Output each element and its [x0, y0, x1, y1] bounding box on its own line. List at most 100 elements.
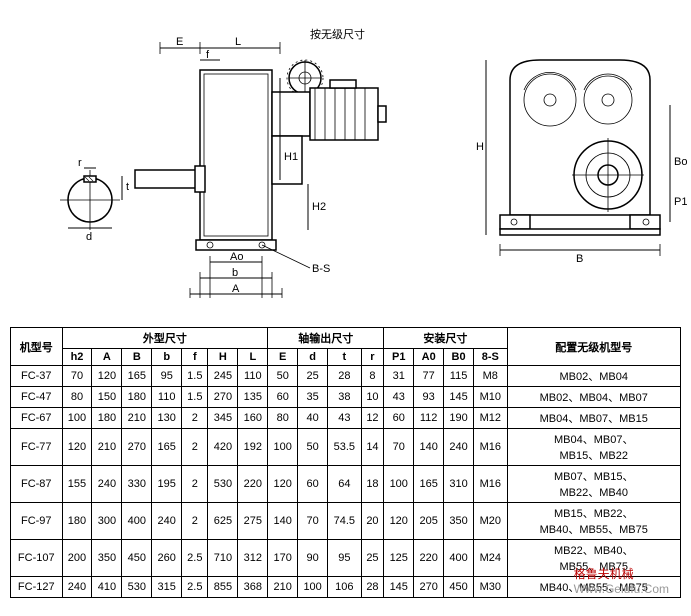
cell-value: 50	[268, 366, 298, 387]
table-header: 机型号 外型尺寸 轴输出尺寸 安装尺寸 配置无级机型号 h2 A B b f H…	[11, 328, 681, 366]
cell-value: 330	[122, 466, 152, 503]
dimensions-table: 机型号 外型尺寸 轴输出尺寸 安装尺寸 配置无级机型号 h2 A B b f H…	[10, 327, 681, 598]
cell-value: 140	[414, 429, 444, 466]
cell-model: FC-77	[11, 429, 63, 466]
cell-value: 135	[238, 387, 268, 408]
cell-value: 180	[122, 387, 152, 408]
dim-b-lower: b	[232, 267, 238, 279]
cell-value: 170	[268, 540, 298, 577]
cell-value: 200	[62, 540, 92, 577]
cell-model: FC-97	[11, 503, 63, 540]
cell-value: 25	[361, 540, 384, 577]
cell-value: 2	[182, 466, 208, 503]
table-row: FC-6710018021013023451608040431260112190…	[11, 408, 681, 429]
cell-config: MB02、MB04、MB07	[507, 387, 680, 408]
cell-value: 8	[361, 366, 384, 387]
dim-r: r	[78, 157, 82, 169]
dim-d: d	[86, 231, 92, 243]
cell-value: 70	[298, 503, 328, 540]
cell-value: 180	[92, 408, 122, 429]
watermark-chinese: 格鲁夫机械	[574, 567, 634, 581]
cell-value: M10	[474, 387, 508, 408]
cell-value: M12	[474, 408, 508, 429]
cell-value: 95	[152, 366, 182, 387]
cell-value: 120	[62, 429, 92, 466]
cell-value: 100	[298, 577, 328, 598]
cell-value: 310	[444, 466, 474, 503]
dim-E: E	[176, 36, 183, 48]
cell-value: 10	[361, 387, 384, 408]
cell-value: 145	[384, 577, 414, 598]
cell-value: 275	[238, 503, 268, 540]
cell-value: 31	[384, 366, 414, 387]
cell-value: 160	[238, 408, 268, 429]
dim-P1: P1	[674, 196, 687, 208]
cell-value: M16	[474, 466, 508, 503]
cell-value: 60	[384, 408, 414, 429]
cell-value: 53.5	[328, 429, 362, 466]
cell-value: 43	[384, 387, 414, 408]
cell-model: FC-87	[11, 466, 63, 503]
cell-value: 165	[414, 466, 444, 503]
table-row: FC-9718030040024026252751407074.52012020…	[11, 503, 681, 540]
cell-value: 710	[208, 540, 238, 577]
cell-value: 240	[444, 429, 474, 466]
cell-value: 2.5	[182, 540, 208, 577]
colgroup-shaft: 轴输出尺寸	[268, 328, 384, 349]
cell-value: 220	[414, 540, 444, 577]
cell-value: 420	[208, 429, 238, 466]
cell-value: 112	[414, 408, 444, 429]
cell-value: 1.5	[182, 366, 208, 387]
cell-value: 195	[152, 466, 182, 503]
cell-value: 210	[268, 577, 298, 598]
cell-value: 14	[361, 429, 384, 466]
cell-value: 410	[92, 577, 122, 598]
cell-value: 80	[62, 387, 92, 408]
col-model: 机型号	[11, 328, 63, 366]
cell-config: MB04、MB07、 MB15、MB22	[507, 429, 680, 466]
cell-value: 130	[152, 408, 182, 429]
cell-value: 350	[92, 540, 122, 577]
cell-value: 220	[238, 466, 268, 503]
cell-value: 90	[298, 540, 328, 577]
colgroup-mount: 安装尺寸	[384, 328, 507, 349]
cell-value: 245	[208, 366, 238, 387]
cell-value: 300	[92, 503, 122, 540]
cell-config: MB07、MB15、 MB22、MB40	[507, 466, 680, 503]
cell-value: 270	[122, 429, 152, 466]
cell-value: 95	[328, 540, 362, 577]
cell-value: 165	[122, 366, 152, 387]
cell-value: 77	[414, 366, 444, 387]
cell-value: 12	[361, 408, 384, 429]
cell-value: 350	[444, 503, 474, 540]
cell-value: 35	[298, 387, 328, 408]
cell-value: 140	[268, 503, 298, 540]
cell-value: 260	[152, 540, 182, 577]
cell-model: FC-127	[11, 577, 63, 598]
cell-value: 240	[152, 503, 182, 540]
cell-value: 40	[298, 408, 328, 429]
dim-Bo: Bo	[674, 156, 687, 168]
cell-model: FC-47	[11, 387, 63, 408]
cell-value: 450	[444, 577, 474, 598]
cell-value: 120	[92, 366, 122, 387]
cell-value: 43	[328, 408, 362, 429]
cell-value: 100	[384, 466, 414, 503]
cell-value: 205	[414, 503, 444, 540]
dim-t: t	[126, 181, 129, 193]
dim-BS: B-S	[312, 263, 330, 275]
dim-H2: H2	[312, 201, 326, 213]
cell-value: 368	[238, 577, 268, 598]
cell-value: 192	[238, 429, 268, 466]
cell-value: 270	[208, 387, 238, 408]
cell-value: 240	[62, 577, 92, 598]
cell-value: 400	[444, 540, 474, 577]
cell-model: FC-37	[11, 366, 63, 387]
cell-value: 20	[361, 503, 384, 540]
cell-value: 1.5	[182, 387, 208, 408]
cell-value: 190	[444, 408, 474, 429]
dim-f: f	[206, 49, 210, 61]
cell-value: M16	[474, 429, 508, 466]
cell-value: 106	[328, 577, 362, 598]
cell-value: 180	[62, 503, 92, 540]
